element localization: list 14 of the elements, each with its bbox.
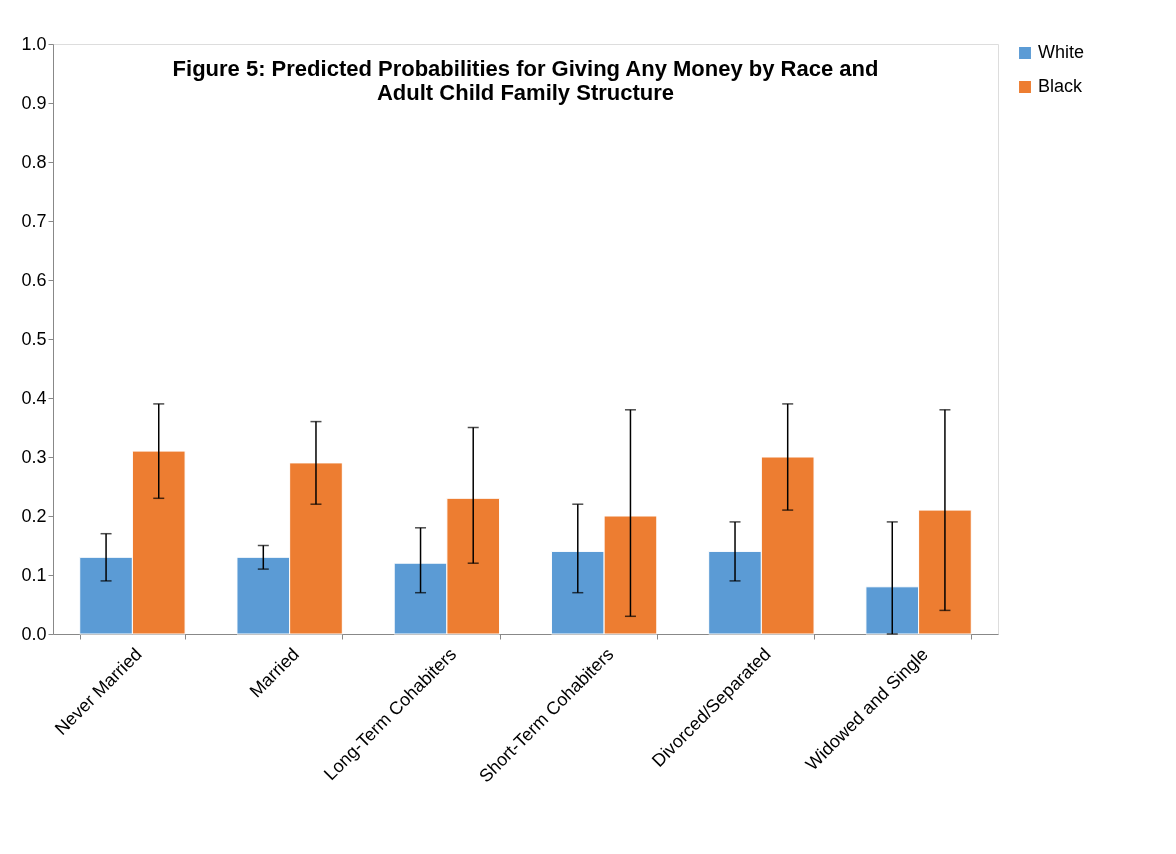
y-tick-label: 0.0 (21, 623, 47, 644)
y-tick-label: 0.7 (21, 210, 47, 231)
y-tick-label: 0.6 (21, 269, 47, 290)
y-tick-label: 0.1 (21, 564, 47, 585)
y-tick-label: 0.3 (21, 446, 47, 467)
text: Figure 5: Predicted Probabilities for Giving Any Money by Race and Adult Child Family Structure (172, 56, 879, 105)
y-tick-label: 0.4 (21, 387, 47, 408)
y-tick-label: 0.9 (21, 92, 47, 113)
legend-label: Black (1038, 76, 1084, 96)
y-tick-label: 0.8 (21, 151, 47, 172)
y-tick-label: 1.0 (21, 33, 47, 54)
y-tick-label: 0.5 (21, 328, 47, 349)
y-tick-label: 0.2 (21, 505, 47, 526)
legend-label: White (1038, 42, 1085, 62)
